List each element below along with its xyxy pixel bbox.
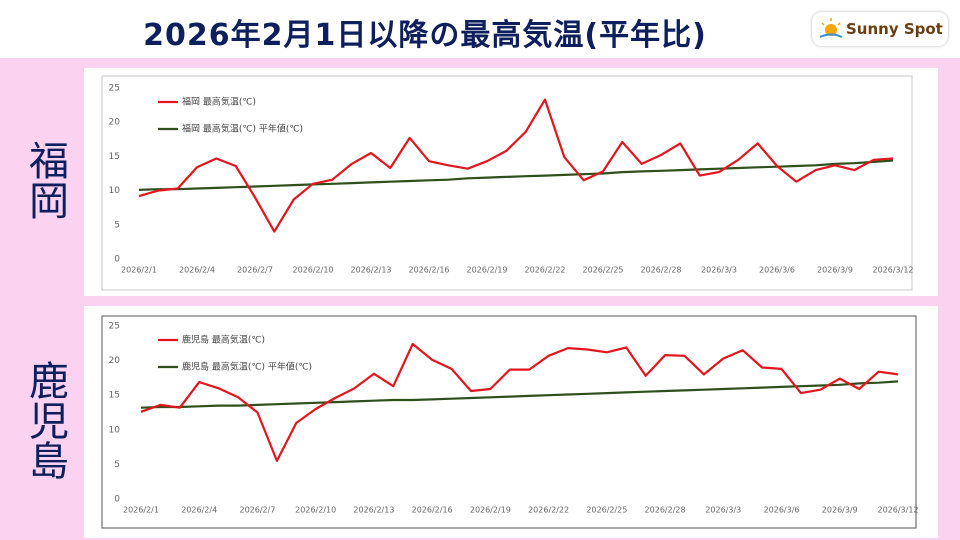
region-label: 鹿児島 — [22, 360, 68, 480]
x-tick-label: 2026/3/9 — [817, 266, 853, 275]
x-tick-label: 2026/2/4 — [181, 506, 217, 515]
x-tick-label: 2026/2/16 — [408, 266, 449, 275]
x-tick-label: 2026/2/7 — [239, 506, 275, 515]
legend-label: 福岡 最高気温(℃) — [182, 96, 256, 108]
x-tick-label: 2026/3/6 — [759, 266, 795, 275]
y-tick-label: 5 — [114, 220, 120, 230]
y-tick-label: 5 — [114, 460, 120, 470]
x-tick-label: 2026/2/25 — [586, 506, 627, 515]
x-tick-label: 2026/2/28 — [645, 506, 686, 515]
region-label: 福岡 — [22, 140, 68, 220]
x-tick-label: 2026/2/13 — [350, 266, 391, 275]
logo-text: Sunny Spot — [846, 20, 943, 38]
chart-panel — [84, 306, 938, 538]
x-tick-label: 2026/3/9 — [822, 506, 858, 515]
x-tick-label: 2026/3/12 — [877, 506, 918, 515]
y-tick-label: 10 — [109, 186, 121, 196]
plot-frame — [101, 75, 913, 291]
y-tick-label: 10 — [109, 425, 121, 435]
legend-label: 鹿児島 最高気温(℃) 平年値(℃) — [182, 361, 312, 373]
y-tick-label: 0 — [114, 255, 120, 265]
x-tick-label: 2026/2/25 — [582, 266, 623, 275]
y-tick-label: 25 — [109, 84, 120, 94]
x-tick-label: 2026/2/22 — [524, 266, 565, 275]
x-tick-label: 2026/2/28 — [640, 266, 681, 275]
y-tick-label: 15 — [109, 152, 120, 162]
series-line — [138, 98, 894, 233]
x-tick-label: 2026/3/6 — [764, 506, 800, 515]
x-tick-label: 2026/2/19 — [470, 506, 511, 515]
x-tick-label: 2026/2/19 — [466, 266, 507, 275]
x-tick-label: 2026/3/12 — [872, 266, 913, 275]
header-bar — [0, 0, 960, 58]
series-line — [140, 380, 899, 409]
y-tick-label: 0 — [114, 495, 120, 505]
x-tick-label: 2026/3/3 — [701, 266, 737, 275]
logo-icon — [819, 18, 843, 38]
x-tick-label: 2026/2/13 — [353, 506, 394, 515]
y-tick-label: 20 — [109, 118, 121, 128]
legend-label: 鹿児島 最高気温(℃) — [182, 334, 265, 346]
x-tick-label: 2026/2/10 — [292, 266, 333, 275]
series-line — [140, 342, 899, 462]
x-tick-label: 2026/2/22 — [528, 506, 569, 515]
x-tick-label: 2026/2/16 — [412, 506, 453, 515]
x-tick-label: 2026/2/1 — [123, 506, 159, 515]
y-tick-label: 20 — [109, 356, 121, 366]
x-tick-label: 2026/2/7 — [237, 266, 273, 275]
y-tick-label: 15 — [109, 391, 120, 401]
x-tick-label: 2026/2/1 — [121, 266, 157, 275]
x-tick-label: 2026/3/3 — [705, 506, 741, 515]
plot-frame — [101, 315, 917, 529]
logo: Sunny Spot — [812, 12, 948, 46]
x-tick-label: 2026/2/10 — [295, 506, 336, 515]
x-tick-label: 2026/2/4 — [179, 266, 215, 275]
slide-title: 2026年2月1日以降の最高気温(平年比) — [143, 18, 707, 53]
y-tick-label: 25 — [109, 322, 120, 332]
series-line — [138, 159, 894, 191]
legend-label: 福岡 最高気温(℃) 平年値(℃) — [182, 123, 303, 135]
